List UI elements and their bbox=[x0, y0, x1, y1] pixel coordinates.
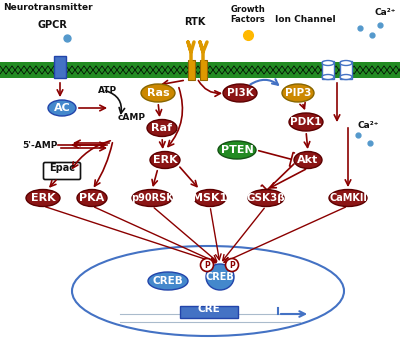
Text: GPCR: GPCR bbox=[37, 20, 67, 30]
Bar bbox=[0, 62, 400, 78]
Ellipse shape bbox=[141, 84, 175, 102]
Ellipse shape bbox=[132, 190, 172, 206]
FancyBboxPatch shape bbox=[188, 60, 195, 80]
FancyBboxPatch shape bbox=[340, 61, 352, 79]
Text: RTK: RTK bbox=[184, 17, 206, 27]
Text: p90RSK: p90RSK bbox=[131, 193, 173, 203]
Text: PIP3: PIP3 bbox=[285, 88, 311, 98]
Text: CREB: CREB bbox=[153, 276, 183, 286]
Text: AC: AC bbox=[54, 103, 70, 113]
Ellipse shape bbox=[226, 259, 238, 272]
FancyBboxPatch shape bbox=[322, 61, 334, 79]
Text: Growth
Factors: Growth Factors bbox=[231, 5, 265, 24]
Text: ERK: ERK bbox=[153, 155, 177, 165]
Text: CREB: CREB bbox=[206, 272, 234, 282]
Ellipse shape bbox=[26, 190, 60, 206]
Text: Neurotransmitter: Neurotransmitter bbox=[3, 3, 93, 12]
Text: CRE: CRE bbox=[198, 304, 220, 314]
Text: Akt: Akt bbox=[297, 155, 319, 165]
Ellipse shape bbox=[248, 190, 284, 206]
Ellipse shape bbox=[77, 190, 107, 206]
FancyBboxPatch shape bbox=[44, 162, 80, 179]
Text: ATP: ATP bbox=[98, 86, 117, 95]
Text: Ion Channel: Ion Channel bbox=[275, 15, 335, 24]
Text: Ca²⁺: Ca²⁺ bbox=[357, 121, 379, 130]
Text: PTEN: PTEN bbox=[221, 145, 253, 155]
Ellipse shape bbox=[147, 120, 177, 137]
Ellipse shape bbox=[322, 75, 334, 80]
Text: CaMKII: CaMKII bbox=[329, 193, 367, 203]
Ellipse shape bbox=[322, 60, 334, 65]
Ellipse shape bbox=[340, 60, 352, 65]
Text: PDK1: PDK1 bbox=[290, 117, 322, 127]
FancyBboxPatch shape bbox=[54, 56, 66, 78]
Text: MSK1: MSK1 bbox=[192, 193, 228, 203]
Text: GSK3β: GSK3β bbox=[247, 193, 285, 203]
Text: 5'-AMP: 5'-AMP bbox=[22, 141, 57, 150]
Text: Ca²⁺: Ca²⁺ bbox=[374, 8, 396, 17]
Ellipse shape bbox=[148, 272, 188, 290]
Ellipse shape bbox=[48, 100, 76, 116]
Text: Ras: Ras bbox=[147, 88, 169, 98]
Text: Epac: Epac bbox=[49, 163, 75, 173]
Text: cAMP: cAMP bbox=[118, 113, 146, 122]
Ellipse shape bbox=[282, 84, 314, 102]
Ellipse shape bbox=[294, 152, 322, 168]
Ellipse shape bbox=[289, 113, 323, 131]
Text: PKA: PKA bbox=[79, 193, 105, 203]
Ellipse shape bbox=[223, 84, 257, 102]
Text: P: P bbox=[229, 260, 235, 270]
Text: Raf: Raf bbox=[152, 123, 172, 133]
Ellipse shape bbox=[200, 259, 214, 272]
FancyBboxPatch shape bbox=[180, 306, 238, 318]
Text: PI3K: PI3K bbox=[227, 88, 253, 98]
FancyBboxPatch shape bbox=[200, 60, 207, 80]
Text: ERK: ERK bbox=[31, 193, 55, 203]
Ellipse shape bbox=[340, 75, 352, 80]
Ellipse shape bbox=[150, 152, 180, 168]
Ellipse shape bbox=[218, 141, 256, 159]
Ellipse shape bbox=[329, 190, 367, 206]
Text: P: P bbox=[204, 260, 210, 270]
Ellipse shape bbox=[206, 264, 234, 290]
Ellipse shape bbox=[194, 190, 226, 206]
